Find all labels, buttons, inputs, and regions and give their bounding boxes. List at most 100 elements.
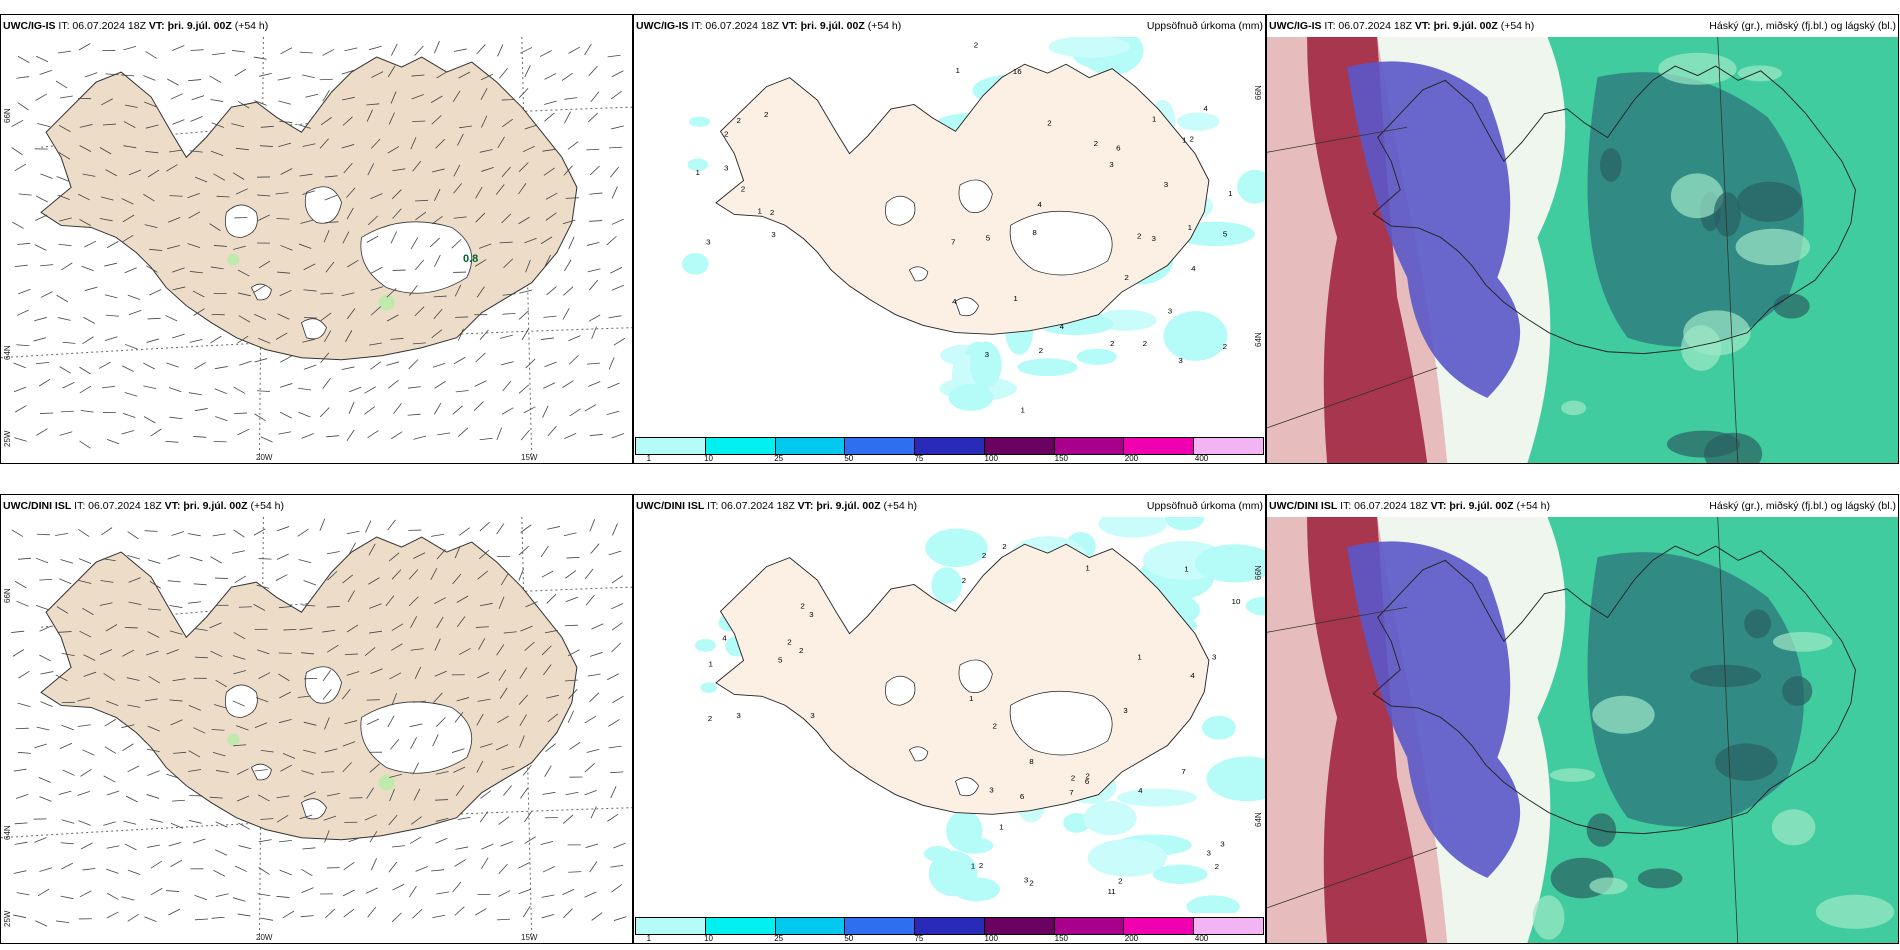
precip-area	[955, 837, 994, 854]
wind-barb	[235, 188, 249, 195]
wind-barb	[40, 671, 54, 675]
wind-barb	[233, 670, 247, 675]
wind-barb	[193, 583, 207, 586]
map-svg	[1267, 37, 1898, 463]
wind-barb	[496, 523, 505, 535]
wind-barb	[124, 267, 137, 274]
wind-barb	[60, 559, 74, 564]
wind-barb	[476, 760, 484, 773]
wind-barb	[254, 358, 268, 363]
wind-barb	[11, 630, 25, 633]
wind-barb	[585, 843, 599, 848]
precip-value: 1	[1137, 653, 1141, 662]
legend-swatch	[984, 438, 1055, 454]
cloud-patch	[1589, 877, 1628, 895]
wind-barb	[391, 189, 402, 200]
wind-barb	[588, 381, 601, 387]
precip-value: 1	[971, 862, 975, 871]
lat-tick-66n: 66N	[1254, 565, 1263, 580]
wind-barb	[80, 769, 92, 777]
wind-barb	[495, 184, 505, 195]
panel-dini-wind: UWC/DINI ISL IT: 06.07.2024 18Z VT: þri.…	[0, 494, 633, 944]
wind-barb	[39, 578, 53, 581]
wind-barb	[16, 892, 30, 896]
wind-barb	[591, 623, 604, 630]
wind-barb	[518, 216, 530, 225]
glacier	[955, 777, 979, 797]
wind-barb	[432, 362, 446, 368]
cloud-patch	[1772, 631, 1833, 652]
wind-barb	[453, 356, 466, 365]
wind-barb	[280, 764, 293, 772]
wind-barb	[346, 308, 356, 320]
wind-barb	[280, 245, 293, 251]
wind-barb	[610, 786, 617, 799]
wind-barb	[278, 673, 290, 682]
precip-value: 1	[1188, 223, 1192, 232]
legend-label: 400	[1194, 934, 1209, 943]
wind-barb	[283, 628, 297, 631]
wind-barb	[301, 433, 314, 439]
wind-barb	[606, 235, 617, 246]
wind-barb	[521, 328, 529, 341]
wind-barb	[562, 814, 574, 824]
cloud-patch	[1637, 868, 1683, 889]
wind-barb	[591, 912, 603, 921]
wind-barb	[454, 711, 464, 723]
wind-barb	[143, 193, 155, 202]
wind-barb	[79, 630, 92, 638]
wind-barb	[408, 569, 419, 580]
wind-barb	[458, 648, 471, 655]
precip-area	[1202, 715, 1236, 740]
precip-value: 3	[1109, 160, 1113, 169]
precip-area	[1017, 358, 1078, 377]
precip-area	[689, 116, 711, 127]
precip-value: 2	[764, 110, 768, 119]
wind-barb	[13, 386, 27, 393]
wind-barb	[544, 765, 552, 777]
precip-value: 2	[724, 130, 728, 139]
wind-barb	[520, 625, 533, 632]
wind-barb	[389, 773, 402, 778]
lon-tick-25w: 25W	[3, 430, 12, 447]
panel-ig-precip: UWC/IG-IS IT: 06.07.2024 18Z VT: þri. 9.…	[633, 14, 1266, 464]
wind-barb	[341, 144, 355, 149]
wind-barb	[213, 869, 226, 877]
wind-barb	[320, 312, 332, 322]
wind-barb	[143, 385, 157, 390]
wind-barb	[611, 884, 623, 893]
wind-barb	[435, 837, 448, 844]
wind-barb	[501, 99, 515, 101]
wind-barb	[435, 138, 446, 149]
wind-barb	[190, 115, 203, 122]
wind-barb	[611, 125, 624, 130]
wind-barb	[476, 713, 484, 726]
wind-barb	[452, 405, 463, 415]
wind-barb	[584, 404, 597, 412]
wind-barb	[389, 672, 402, 680]
legend-swatch	[845, 918, 916, 934]
wind-barb	[215, 416, 228, 422]
precip-value: 2	[1190, 135, 1194, 144]
wind-barb	[608, 357, 615, 370]
wind-barb	[77, 724, 91, 727]
wind-barb	[540, 545, 549, 558]
wind-barb	[189, 150, 203, 153]
wind-barb	[457, 328, 464, 341]
wind-barb	[34, 214, 48, 221]
precip-value: 2	[1039, 346, 1043, 355]
precip-value: 3	[1220, 840, 1224, 849]
wind-barb	[123, 121, 136, 128]
wind-barb	[346, 671, 360, 676]
wind-barb	[387, 519, 396, 531]
wind-barb	[128, 577, 141, 583]
wind-barb	[431, 329, 443, 339]
wind-barb	[519, 714, 527, 727]
precip-value: 3	[724, 164, 728, 173]
wind-barb	[479, 811, 489, 823]
wind-barb	[277, 313, 290, 320]
wind-barb	[35, 361, 49, 365]
precip-value: 5	[778, 656, 782, 665]
wind-barb	[257, 893, 271, 897]
wind-barb	[410, 648, 424, 651]
